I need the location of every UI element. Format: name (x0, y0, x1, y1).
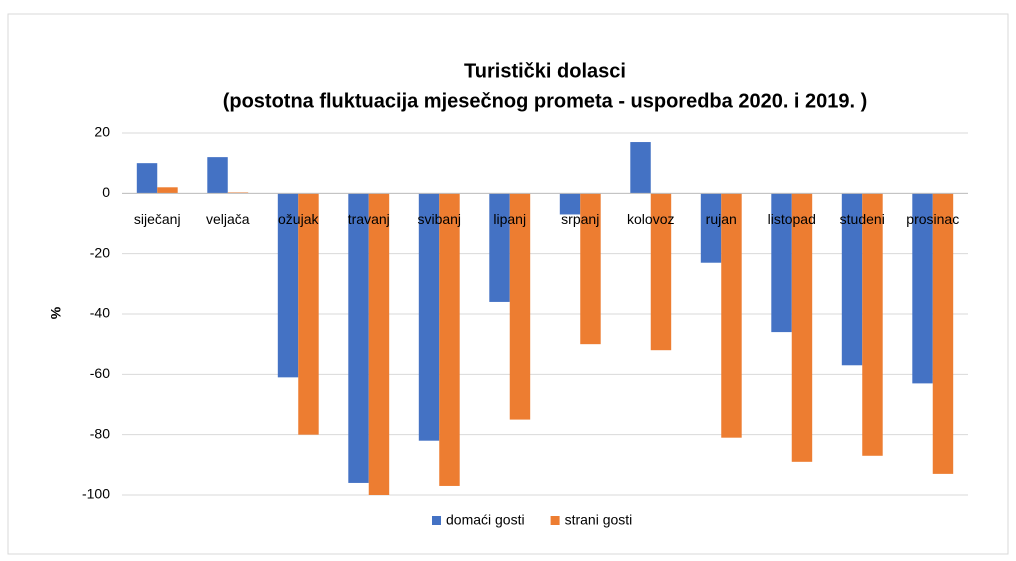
bar (277, 193, 299, 378)
bar (509, 193, 531, 420)
x-tick-label: siječanj (134, 211, 181, 227)
x-tick-label: svibanj (417, 211, 461, 227)
bar (932, 193, 954, 474)
bar (650, 193, 672, 351)
y-tick-label: -20 (90, 244, 110, 260)
bar (700, 193, 722, 263)
y-tick-label: 20 (94, 124, 110, 140)
x-tick-label: ožujak (278, 211, 319, 227)
x-tick-label: studeni (840, 211, 885, 227)
y-tick-label: -80 (90, 425, 110, 441)
bar (207, 157, 228, 194)
chart-title: Turistički dolasci (464, 60, 626, 82)
x-tick-label: srpanj (561, 211, 599, 227)
legend-swatch (432, 516, 441, 525)
x-tick-label: rujan (706, 211, 737, 227)
legend-label: strani gosti (565, 512, 633, 528)
bar (157, 187, 178, 194)
x-tick-label: kolovoz (627, 211, 674, 227)
x-tick-label: lipanj (493, 211, 526, 227)
y-tick-label: -40 (90, 305, 110, 321)
bar (862, 193, 883, 456)
legend-swatch (550, 516, 560, 525)
bar (298, 193, 319, 435)
x-tick-label: travanj (348, 211, 390, 227)
x-tick-label: listopad (768, 211, 816, 227)
bar (348, 193, 369, 483)
bar (630, 142, 651, 194)
y-tick-label: -60 (90, 365, 110, 381)
y-tick-label: 0 (102, 184, 110, 200)
bar (912, 193, 933, 384)
y-axis-label: % (48, 306, 64, 319)
bar (136, 163, 158, 194)
bar (368, 193, 390, 496)
bar (559, 193, 581, 215)
bar (791, 193, 813, 462)
bar (580, 193, 601, 345)
bar (721, 193, 742, 438)
bar (439, 193, 460, 486)
x-tick-label: veljača (206, 211, 250, 227)
chart-subtitle: (postotna fluktuacija mjesečnog prometa … (223, 90, 868, 112)
bar (841, 193, 863, 366)
y-tick-label: -100 (82, 486, 110, 502)
x-tick-label: prosinac (906, 211, 959, 227)
bar (418, 193, 440, 441)
legend-label: domaći gosti (446, 512, 525, 528)
bar (771, 193, 792, 333)
bar (489, 193, 510, 302)
